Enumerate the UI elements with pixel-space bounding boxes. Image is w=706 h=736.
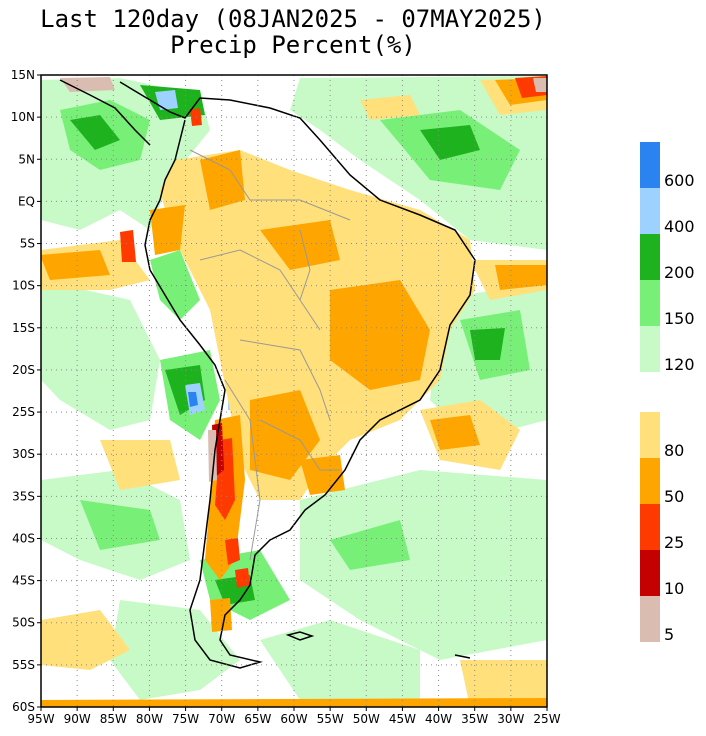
legend-wet-scale: 600 400 200 150 120: [640, 142, 695, 374]
lon-tick-label: 95W: [27, 712, 54, 726]
lat-tick-label: 50S: [12, 616, 35, 630]
legend-swatch: [640, 234, 660, 280]
legend-label: 10: [664, 579, 684, 598]
lat-tick-label: 20S: [12, 363, 35, 377]
lat-tick-label: 10N: [11, 110, 35, 124]
lat-tick-label: 60S: [12, 700, 35, 714]
dry-patches-severe: [60, 77, 547, 482]
legend-label: 400: [664, 217, 695, 236]
legend-swatch: [640, 412, 660, 458]
legend-label: 150: [664, 309, 695, 328]
lat-tick-label: 40S: [12, 531, 35, 545]
legend-swatch: [640, 550, 660, 596]
lat-lon-grid: [41, 75, 547, 707]
lon-tick-label: 35W: [461, 712, 488, 726]
lat-tick-label: 10S: [12, 279, 35, 293]
legend-swatch: [640, 596, 660, 642]
legend-label: 80: [664, 441, 684, 460]
lat-tick-label: EQ: [18, 194, 35, 208]
legend-label: 25: [664, 533, 684, 552]
legend-swatch: [640, 504, 660, 550]
legend-swatch: [640, 280, 660, 326]
lat-tick-label: 45S: [12, 574, 35, 588]
title-line-2: Precip Percent(%): [170, 31, 416, 59]
legend-label: 5: [664, 625, 674, 644]
legend-label: 600: [664, 171, 695, 190]
lat-tick-label: 25S: [12, 405, 35, 419]
coastline: [59, 79, 476, 669]
legend-swatch: [640, 458, 660, 504]
longitude-labels: 95W 90W 85W 80W 75W 70W 65W 60W 55W 50W 45W 40W 35W 3…: [27, 707, 561, 726]
title-line-1: Last 120day (08JAN2025 - 07MAY2025): [40, 5, 546, 33]
lon-tick-label: 50W: [353, 712, 380, 726]
lon-tick-label: 90W: [64, 712, 91, 726]
lat-tick-label: 30S: [12, 447, 35, 461]
legend-swatch: [640, 142, 660, 188]
lon-tick-label: 40W: [425, 712, 452, 726]
lon-tick-label: 60W: [280, 712, 307, 726]
legend-label: 200: [664, 263, 695, 282]
latitude-labels: 15N 10N 5N EQ 5S 10S 15S 20S 25S 30S 35S 40S 45S 50S 5…: [11, 68, 41, 714]
lon-tick-label: 55W: [317, 712, 344, 726]
lon-tick-label: 65W: [244, 712, 271, 726]
legend-dry-scale: 80 50 25 10 5: [640, 412, 684, 644]
legend-label: 50: [664, 487, 684, 506]
precip-field: [41, 76, 547, 707]
lon-tick-label: 85W: [100, 712, 127, 726]
lat-tick-label: 35S: [12, 489, 35, 503]
lat-tick-label: 15S: [12, 321, 35, 335]
lat-tick-label: 55S: [12, 658, 35, 672]
lon-tick-label: 80W: [136, 712, 163, 726]
lon-tick-label: 30W: [497, 712, 524, 726]
lon-tick-label: 25W: [533, 712, 560, 726]
legend-label: 120: [664, 355, 695, 374]
lat-tick-label: 15N: [11, 68, 35, 82]
lon-tick-label: 70W: [208, 712, 235, 726]
legend-swatch: [640, 326, 660, 372]
lon-tick-label: 45W: [389, 712, 416, 726]
lat-tick-label: 5S: [20, 237, 35, 251]
legend-swatch: [640, 188, 660, 234]
lat-tick-label: 5N: [18, 152, 35, 166]
lon-tick-label: 75W: [172, 712, 199, 726]
